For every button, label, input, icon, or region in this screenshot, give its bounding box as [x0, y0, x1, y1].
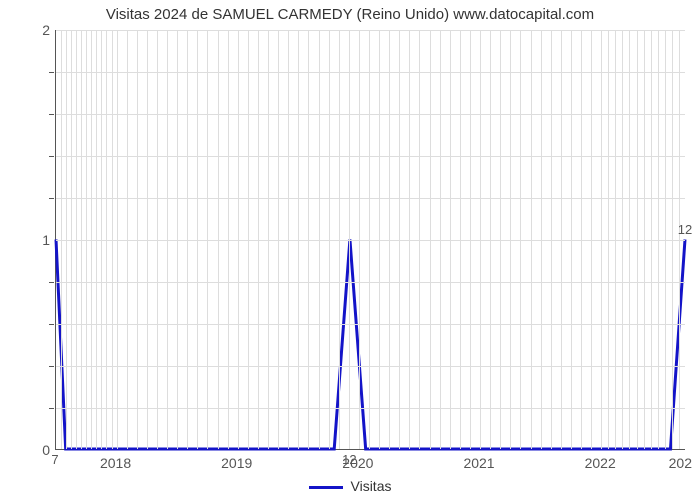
y-minor-tick [49, 114, 54, 115]
legend-label: Visitas [351, 478, 392, 494]
y-minor-tick [49, 72, 54, 73]
grid-line-v-minor [520, 30, 521, 449]
x-tick-label: 2018 [100, 455, 131, 471]
grid-line-v-minor [644, 30, 645, 449]
grid-line-v-minor [308, 30, 309, 449]
y-minor-tick [49, 408, 54, 409]
grid-line-v-minor [288, 30, 289, 449]
grid-line-v-minor [581, 30, 582, 449]
grid-line-v-minor [112, 30, 113, 449]
grid-line-v-minor [500, 30, 501, 449]
grid-line-v-minor [665, 30, 666, 449]
grid-line-v-minor [379, 30, 380, 449]
point-label: 12 [678, 222, 692, 237]
x-tick-label: 2019 [221, 455, 252, 471]
y-tick-label: 2 [10, 22, 50, 38]
grid-line-v-minor [440, 30, 441, 449]
grid-line-v-minor [81, 30, 82, 449]
grid-line-v [601, 30, 602, 449]
grid-line-v-minor [106, 30, 107, 449]
grid-line-v-minor [101, 30, 102, 449]
grid-line-v [480, 30, 481, 449]
y-tick-label: 0 [10, 442, 50, 458]
grid-line-v-minor [167, 30, 168, 449]
grid-line-v-minor [450, 30, 451, 449]
y-tick-label: 1 [10, 232, 50, 248]
x-tick-label: 2021 [463, 455, 494, 471]
legend-swatch [309, 486, 343, 489]
grid-line-v-minor [91, 30, 92, 449]
grid-line-v-minor [430, 30, 431, 449]
grid-line-v-minor [61, 30, 62, 449]
x-tick-label-edge: 202 [669, 455, 692, 471]
grid-line-v-minor [637, 30, 638, 449]
grid-line-v-minor [629, 30, 630, 449]
grid-line-v-minor [679, 30, 680, 449]
grid-line-v-minor [248, 30, 249, 449]
grid-line-v-minor [622, 30, 623, 449]
grid-line-v-minor [510, 30, 511, 449]
grid-line-v-minor [349, 30, 350, 449]
grid-line-v-minor [207, 30, 208, 449]
grid-line-v-minor [96, 30, 97, 449]
chart-container: Visitas 2024 de SAMUEL CARMEDY (Reino Un… [0, 0, 700, 500]
grid-line-v-minor [389, 30, 390, 449]
legend: Visitas [0, 478, 700, 494]
grid-line-v-minor [147, 30, 148, 449]
grid-line-v [117, 30, 118, 449]
grid-line-v-minor [615, 30, 616, 449]
plot-area [55, 30, 685, 450]
grid-line-v-minor [551, 30, 552, 449]
y-minor-tick [49, 198, 54, 199]
y-minor-tick [49, 366, 54, 367]
grid-line-v-minor [157, 30, 158, 449]
grid-line-v-minor [187, 30, 188, 449]
grid-line-v-minor [460, 30, 461, 449]
grid-line-v-minor [127, 30, 128, 449]
grid-line-v [359, 30, 360, 449]
grid-line-v-minor [197, 30, 198, 449]
grid-line-v-minor [658, 30, 659, 449]
grid-line-v-minor [490, 30, 491, 449]
y-minor-tick [49, 282, 54, 283]
grid-line-v-minor [409, 30, 410, 449]
grid-line-v-minor [268, 30, 269, 449]
grid-line-v-minor [339, 30, 340, 449]
grid-line-v-minor [608, 30, 609, 449]
point-label: 7 [51, 452, 58, 467]
grid-line-v-minor [651, 30, 652, 449]
grid-line-v-minor [228, 30, 229, 449]
grid-line-v-minor [319, 30, 320, 449]
grid-line-v-minor [218, 30, 219, 449]
x-tick-label: 2022 [585, 455, 616, 471]
grid-line-v-minor [369, 30, 370, 449]
grid-line-v-minor [258, 30, 259, 449]
grid-line-v-minor [177, 30, 178, 449]
grid-line-v-minor [71, 30, 72, 449]
y-minor-tick [49, 156, 54, 157]
grid-line-v-minor [531, 30, 532, 449]
grid-line-v-minor [399, 30, 400, 449]
grid-line-v-minor [591, 30, 592, 449]
grid-line-v-minor [298, 30, 299, 449]
grid-line-v-minor [329, 30, 330, 449]
grid-line-v-minor [66, 30, 67, 449]
grid-line-v-minor [561, 30, 562, 449]
y-minor-tick [49, 324, 54, 325]
grid-line-v-minor [86, 30, 87, 449]
grid-line-v-minor [76, 30, 77, 449]
grid-line-v [238, 30, 239, 449]
chart-title: Visitas 2024 de SAMUEL CARMEDY (Reino Un… [0, 6, 700, 23]
grid-line-v-minor [541, 30, 542, 449]
grid-line-v-minor [672, 30, 673, 449]
grid-line-v-minor [419, 30, 420, 449]
grid-line-v-minor [571, 30, 572, 449]
grid-line-v-minor [470, 30, 471, 449]
grid-line-v-minor [137, 30, 138, 449]
grid-line-v-minor [278, 30, 279, 449]
point-label: 12 [342, 452, 356, 467]
